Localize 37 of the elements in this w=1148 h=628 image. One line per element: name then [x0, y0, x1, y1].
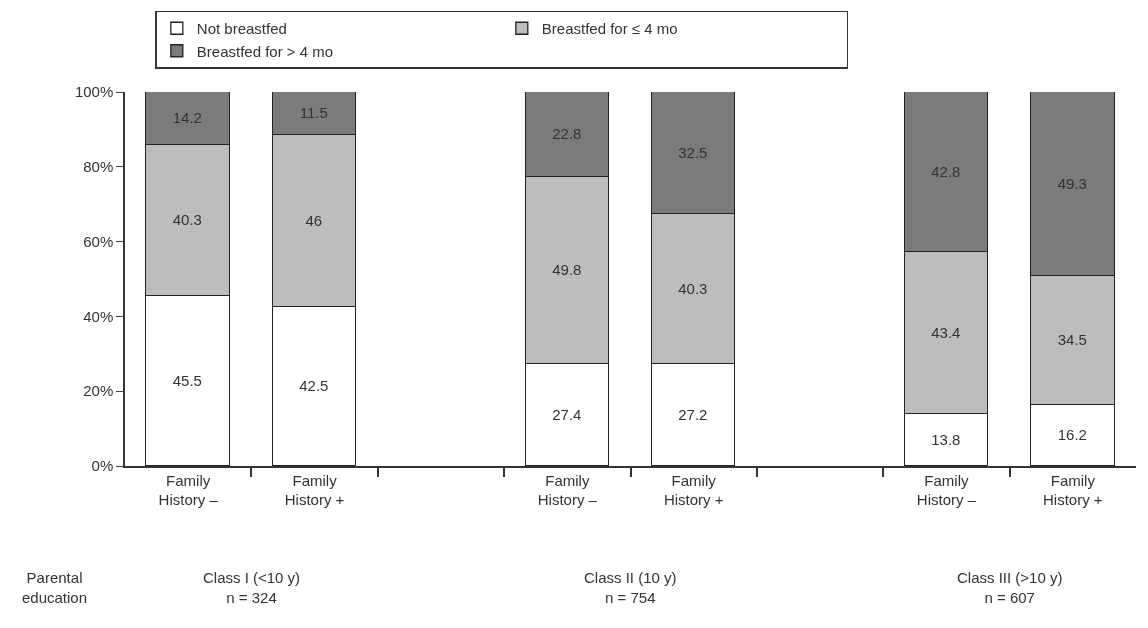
- data-label: 45.5: [172, 371, 202, 389]
- x-tick-label: Family History –: [916, 471, 977, 509]
- legend-label: Breastfed for ≤ 4 mo: [541, 20, 678, 38]
- data-label: 43.4: [931, 323, 961, 341]
- data-label: 27.2: [678, 405, 708, 423]
- y-tick-label: 60%: [83, 232, 114, 250]
- data-label: 22.8: [552, 125, 582, 143]
- y-tick-label: 40%: [83, 307, 114, 325]
- data-label: 13.8: [931, 430, 961, 448]
- y-tick-label: 80%: [83, 158, 114, 176]
- data-label: 40.3: [678, 279, 708, 297]
- x-tick-label: Family History +: [663, 471, 724, 509]
- data-label: 32.5: [678, 143, 708, 161]
- data-label: 42.5: [299, 377, 329, 395]
- text: Class II (10 y) n = 754: [584, 569, 677, 606]
- data-label: 27.4: [552, 405, 582, 423]
- data-label: 11.5: [299, 104, 328, 122]
- data-label: 16.2: [1057, 426, 1087, 444]
- x-tick-label: Family History +: [1043, 471, 1103, 509]
- data-label: 46: [305, 211, 323, 229]
- data-label: 34.5: [1057, 331, 1087, 349]
- text: Class III (>10 y) n = 607: [957, 569, 1063, 606]
- legend-label: Not breastfed: [196, 20, 287, 38]
- y-tick-label: 20%: [83, 382, 114, 400]
- data-label: 14.2: [172, 109, 202, 127]
- legend-label: Breastfed for > 4 mo: [196, 42, 334, 60]
- data-label: 42.8: [931, 162, 961, 180]
- x-tick-label: Family History +: [284, 471, 345, 509]
- x-tick-label: Family History –: [537, 471, 598, 509]
- y-tick-label: 100%: [74, 83, 114, 101]
- data-label: 49.3: [1057, 174, 1087, 192]
- data-label: 49.8: [552, 261, 582, 279]
- text: Parental education: [22, 569, 88, 606]
- x-tick-label: Family History –: [158, 471, 219, 509]
- text: Class I (<10 y) n = 324: [203, 569, 301, 606]
- data-label: 40.3: [172, 211, 202, 229]
- y-tick-label: 0%: [91, 457, 114, 475]
